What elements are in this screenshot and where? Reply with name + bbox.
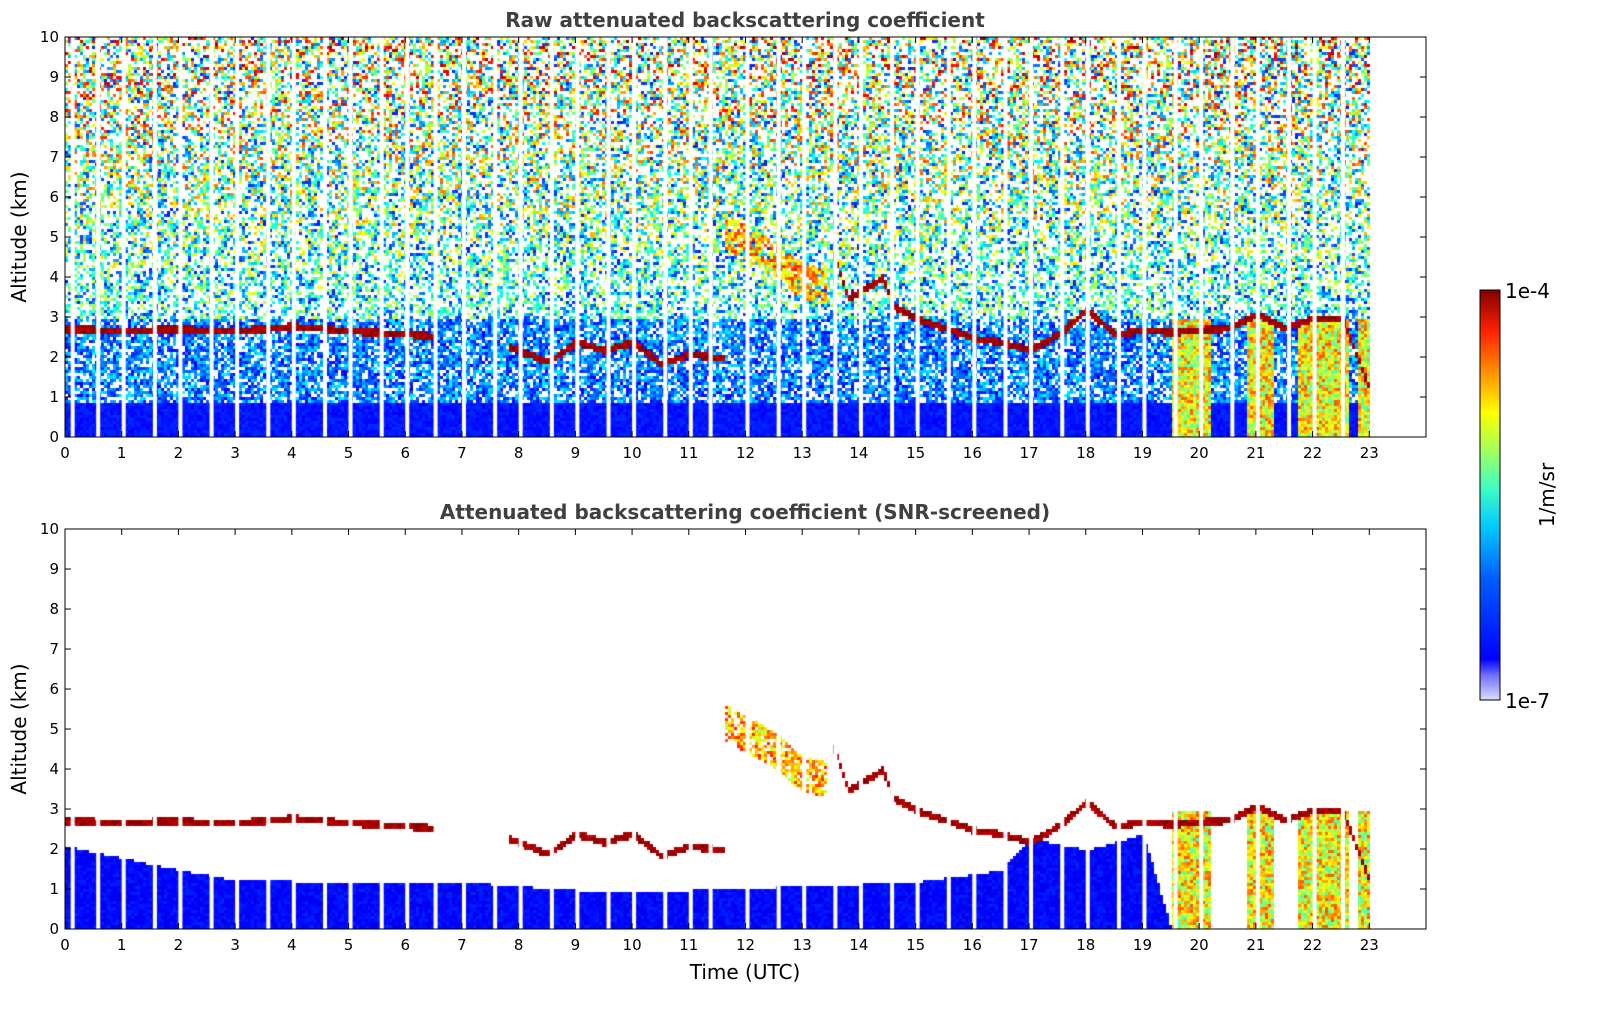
y-tick-label: 10 (40, 28, 59, 46)
snr-screened-heatmap (65, 529, 1426, 929)
colorbar-gradient (1479, 289, 1501, 701)
x-tick-label: 17 (1019, 444, 1038, 462)
x-tick-label: 3 (230, 444, 240, 462)
y-tick-label: 5 (49, 720, 59, 738)
x-tick-label: 6 (400, 444, 410, 462)
raw-backscatter-y-axis-label: Altitude (km) (7, 171, 31, 302)
x-tick-label: 23 (1360, 444, 1379, 462)
raw-backscatter-title: Raw attenuated backscattering coefficien… (505, 8, 985, 32)
time-axis-label: Time (UTC) (689, 960, 801, 984)
x-tick-label: 21 (1246, 936, 1265, 954)
y-tick-label: 4 (49, 760, 59, 778)
y-tick-label: 7 (49, 640, 59, 658)
y-tick-label: 4 (49, 268, 59, 286)
x-tick-label: 16 (963, 444, 982, 462)
x-tick-label: 11 (679, 936, 698, 954)
x-tick-label: 23 (1360, 936, 1379, 954)
colorbar-max-label: 1e-4 (1505, 279, 1550, 303)
x-tick-label: 14 (849, 444, 868, 462)
x-tick-label: 9 (571, 444, 581, 462)
x-tick-label: 21 (1246, 444, 1265, 462)
y-tick-label: 2 (49, 348, 59, 366)
y-tick-label: 9 (49, 68, 59, 86)
colorbar-unit-label: 1/m/sr (1535, 462, 1559, 527)
raw-backscatter-x-axis: 0 1 2 3 4 5 6 7 8 9 10 11 12 13 14 15 16 17 18 19 20 21 22 23 (60, 37, 1379, 462)
y-tick-label: 5 (49, 228, 59, 246)
y-tick-label: 10 (40, 520, 59, 538)
x-tick-label: 14 (849, 936, 868, 954)
x-tick-label: 19 (1133, 444, 1152, 462)
x-tick-label: 10 (623, 936, 642, 954)
x-tick-label: 7 (457, 444, 467, 462)
x-tick-label: 15 (906, 444, 925, 462)
x-tick-label: 0 (60, 444, 70, 462)
colorbar: 1e-4 1e-7 1/m/sr (1479, 279, 1559, 713)
y-tick-label: 6 (49, 188, 59, 206)
y-tick-label: 7 (49, 148, 59, 166)
y-tick-label: 6 (49, 680, 59, 698)
x-tick-label: 2 (174, 936, 184, 954)
x-tick-label: 22 (1303, 936, 1322, 954)
x-tick-label: 9 (571, 936, 581, 954)
raw-backscatter-y-axis: 0 1 2 3 4 5 6 7 8 9 10 (40, 28, 1426, 446)
x-tick-label: 20 (1190, 936, 1209, 954)
x-tick-label: 13 (793, 936, 812, 954)
x-tick-label: 2 (174, 444, 184, 462)
snr-screened-title: Attenuated backscattering coefficient (S… (440, 500, 1050, 524)
x-tick-label: 18 (1076, 936, 1095, 954)
x-tick-label: 8 (514, 444, 524, 462)
x-tick-label: 12 (736, 936, 755, 954)
x-tick-label: 17 (1019, 936, 1038, 954)
x-tick-label: 1 (117, 936, 127, 954)
y-tick-label: 9 (49, 560, 59, 578)
x-tick-label: 4 (287, 444, 297, 462)
x-tick-label: 13 (793, 444, 812, 462)
snr-screened-panel: Attenuated backscattering coefficient (S… (7, 500, 1427, 984)
colorbar-min-label: 1e-7 (1505, 689, 1550, 713)
x-tick-label: 10 (623, 444, 642, 462)
x-tick-label: 1 (117, 444, 127, 462)
y-tick-label: 2 (49, 840, 59, 858)
x-tick-label: 5 (344, 936, 354, 954)
y-tick-label: 0 (49, 920, 59, 938)
x-tick-label: 0 (60, 936, 70, 954)
y-tick-label: 1 (49, 388, 59, 406)
x-tick-label: 11 (679, 444, 698, 462)
x-tick-label: 18 (1076, 444, 1095, 462)
x-tick-label: 6 (400, 936, 410, 954)
y-tick-label: 0 (49, 428, 59, 446)
snr-screened-y-axis-label: Altitude (km) (7, 663, 31, 794)
x-tick-label: 15 (906, 936, 925, 954)
y-tick-label: 8 (49, 600, 59, 618)
heatmap-image (65, 37, 1426, 437)
y-tick-label: 3 (49, 800, 59, 818)
snr-screened-x-axis: 0 1 2 3 4 5 6 7 8 9 10 11 12 13 14 15 16 17 18 19 20 21 22 23 (60, 529, 1379, 954)
snr-screened-y-axis: 0 1 2 3 4 5 6 7 8 9 10 (40, 520, 1426, 938)
x-tick-label: 3 (230, 936, 240, 954)
x-tick-label: 12 (736, 444, 755, 462)
raw-backscatter-heatmap (65, 37, 1426, 437)
x-tick-label: 20 (1190, 444, 1209, 462)
heatmap-image (65, 529, 1426, 929)
x-tick-label: 16 (963, 936, 982, 954)
y-tick-label: 1 (49, 880, 59, 898)
y-tick-label: 3 (49, 308, 59, 326)
x-tick-label: 5 (344, 444, 354, 462)
x-tick-label: 8 (514, 936, 524, 954)
x-tick-label: 4 (287, 936, 297, 954)
x-tick-label: 19 (1133, 936, 1152, 954)
x-tick-label: 7 (457, 936, 467, 954)
y-tick-label: 8 (49, 108, 59, 126)
x-tick-label: 22 (1303, 444, 1322, 462)
raw-backscatter-panel: Raw attenuated backscattering coefficien… (7, 8, 1427, 462)
